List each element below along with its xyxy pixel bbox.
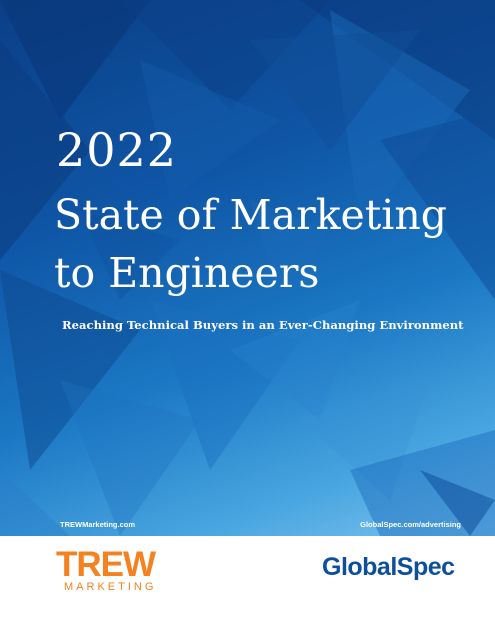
geometric-triangle-background <box>0 0 495 536</box>
cover-subtitle: Reaching Technical Buyers in an Ever-Cha… <box>62 318 464 332</box>
trew-website-link[interactable]: TREWMarketing.com <box>60 520 136 529</box>
cover-title: State of Marketing to Engineers <box>54 186 484 302</box>
globalspec-website-link[interactable]: GlobalSpec.com/advertising <box>360 520 461 529</box>
cover-title-line-2: to Engineers <box>54 249 320 297</box>
cover-year: 2022 <box>56 123 178 177</box>
trew-logo-subtitle: MARKETING <box>64 581 157 593</box>
globalspec-logo: GlobalSpec <box>322 553 455 581</box>
trew-marketing-logo: TREW MARKETING <box>56 547 166 597</box>
cover-hero: 2022 State of Marketing to Engineers Rea… <box>0 0 495 536</box>
trew-logo-word: TREW <box>56 545 156 584</box>
cover-title-line-1: State of Marketing <box>54 191 448 239</box>
